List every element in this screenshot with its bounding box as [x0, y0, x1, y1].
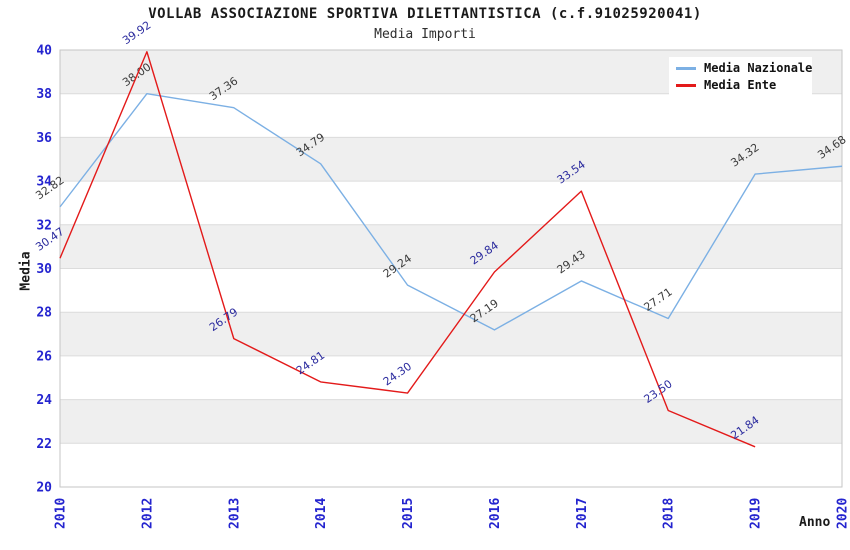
x-tick-label: 2020 — [836, 498, 850, 529]
media-ente-line — [59, 51, 756, 448]
data-point-label: 27.71 — [641, 285, 674, 314]
legend: Media Nazionale Media Ente — [669, 57, 812, 96]
x-tick-label: 2019 — [749, 498, 764, 529]
x-tick-label: 2013 — [227, 498, 242, 529]
data-point-label: 24.30 — [381, 360, 414, 389]
y-axis-title: Media — [18, 251, 34, 291]
y-tick-label: 22 — [36, 437, 52, 452]
legend-item-media-nazionale: Media Nazionale — [676, 61, 812, 75]
band — [60, 137, 842, 182]
x-axis-title: Anno — [799, 515, 831, 530]
y-tick-label: 36 — [36, 131, 52, 146]
band — [60, 312, 842, 356]
x-tick-label: 2018 — [662, 498, 677, 529]
y-tick-label: 26 — [36, 349, 52, 364]
y-tick-label: 30 — [36, 262, 52, 277]
x-tick-label: 2012 — [140, 498, 155, 529]
y-tick-label: 38 — [36, 87, 52, 102]
x-tick-label: 2017 — [575, 498, 590, 529]
x-tick-label: 2015 — [401, 498, 416, 529]
x-tick-label: 2010 — [54, 498, 69, 529]
plot-border — [59, 49, 843, 488]
legend-line-swatch-media-nazionale — [676, 66, 696, 70]
x-tick-label: 2014 — [314, 498, 329, 529]
x-tick-label: 2016 — [488, 498, 503, 529]
legend-item-media-ente: Media Ente — [676, 78, 812, 92]
band — [60, 224, 842, 269]
chart-subtitle: Media Importi — [374, 27, 476, 42]
band — [60, 399, 842, 444]
media-nazionale-line — [59, 92, 843, 331]
y-tick-label: 34 — [36, 175, 52, 190]
y-tick-label: 28 — [36, 306, 52, 321]
chart-title: VOLLAB ASSOCIAZIONE SPORTIVA DILETTANTIS… — [148, 6, 702, 22]
legend-label-media-nazionale: Media Nazionale — [704, 61, 813, 75]
y-tick-label: 24 — [36, 393, 52, 408]
y-tick-label: 20 — [36, 481, 52, 496]
legend-line-swatch-media-ente — [676, 83, 696, 87]
legend-label-media-ente: Media Ente — [704, 78, 777, 92]
y-tick-label: 32 — [36, 218, 52, 233]
y-tick-label: 40 — [36, 44, 52, 59]
